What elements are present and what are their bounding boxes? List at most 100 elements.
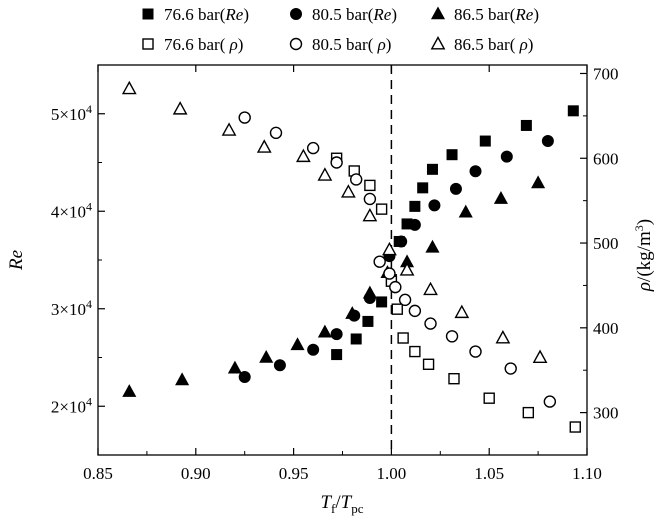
data-points (121, 80, 581, 433)
data-point (500, 150, 513, 163)
legend-marker (290, 8, 302, 20)
y-left-tick-label: 5×104 (51, 102, 92, 124)
data-point (221, 122, 237, 136)
data-point (122, 384, 137, 397)
legend-marker (430, 6, 446, 20)
y-left-axis-title: Re (6, 250, 27, 271)
series-1 (238, 135, 554, 383)
y-right-tick-label: 500 (593, 234, 619, 253)
data-point (330, 328, 343, 341)
legend-marker (142, 8, 154, 20)
x-tick-label: 1.00 (377, 464, 407, 483)
data-point (504, 362, 517, 375)
data-point (398, 293, 412, 307)
y-left-tick-label: 4×104 (51, 199, 92, 221)
plot-frame (97, 64, 588, 456)
data-point (340, 184, 356, 198)
legend-marker (142, 38, 154, 50)
x-tick-label: 1.10 (572, 464, 602, 483)
data-point (520, 119, 532, 131)
data-point (483, 392, 495, 404)
data-point (273, 359, 286, 372)
legend-label: 80.5 bar(Re) (312, 5, 397, 24)
data-point (532, 349, 548, 363)
data-point (458, 204, 473, 218)
data-point (362, 285, 377, 299)
data-point (345, 306, 360, 319)
legend-label: 80.5 bar( ρ) (312, 35, 391, 54)
data-point (479, 135, 491, 147)
data-point (531, 175, 546, 189)
data-point (172, 101, 188, 115)
data-point (376, 296, 388, 308)
y-left-tick-label: 2×104 (51, 394, 92, 416)
data-point (375, 203, 388, 215)
data-point (362, 207, 378, 222)
data-point (423, 281, 438, 296)
data-point (454, 304, 470, 319)
data-point (259, 349, 274, 363)
data-point (424, 317, 437, 330)
data-point (175, 372, 190, 386)
x-tick-label: 0.85 (83, 464, 113, 483)
legend: 76.6 bar(Re) 80.5 bar(Re) 86.5 bar(Re) 76.6… (142, 5, 539, 54)
data-point (238, 371, 251, 383)
data-point (469, 345, 482, 358)
data-point (362, 315, 374, 327)
data-point (446, 149, 458, 161)
legend-marker (289, 37, 303, 51)
data-point (389, 280, 402, 294)
series-4 (238, 111, 557, 408)
data-point (295, 148, 311, 163)
legend-label: 76.6 bar(Re) (164, 5, 249, 24)
data-point (363, 192, 377, 206)
y-right-tick-label: 400 (593, 319, 619, 338)
data-point (269, 126, 283, 140)
data-point (383, 267, 396, 280)
x-tick-label: 1.05 (474, 464, 504, 483)
data-point (469, 165, 482, 178)
data-point (417, 182, 429, 194)
y-right-tick-label: 600 (593, 149, 619, 168)
data-point (493, 191, 508, 204)
data-point (522, 406, 535, 419)
data-point (397, 332, 409, 344)
data-point (317, 167, 333, 181)
x-axis: 0.85 0.90 0.95 1.00 1.05 1.10 (83, 65, 602, 483)
data-point (425, 239, 440, 253)
data-point (399, 262, 415, 276)
y-axis-left: 2×104 3×104 4×104 5×104 (51, 102, 105, 416)
x-tick-label: 0.95 (279, 464, 309, 483)
data-point (426, 163, 438, 175)
data-point (428, 199, 441, 212)
data-point (331, 349, 343, 361)
data-point (569, 421, 581, 433)
data-point (448, 372, 460, 385)
data-point (422, 358, 435, 370)
data-point (391, 303, 403, 315)
data-point (349, 173, 363, 186)
data-point (364, 179, 376, 192)
data-point (350, 333, 362, 345)
data-point (409, 200, 421, 212)
data-point (330, 156, 343, 169)
y-left-tick-label: 3×104 (51, 297, 92, 319)
data-point (317, 324, 332, 338)
data-point (306, 141, 320, 155)
legend-marker (430, 36, 446, 50)
series-0 (331, 105, 579, 361)
data-point (495, 330, 511, 344)
data-point (409, 345, 421, 358)
x-tick-label: 0.90 (181, 464, 211, 483)
data-point (238, 111, 251, 124)
series-5 (121, 80, 548, 363)
data-point (449, 182, 462, 195)
data-point (543, 395, 557, 408)
y-axis-right: 300 400 500 600 700 (580, 64, 619, 423)
legend-label: 86.5 bar(Re) (454, 5, 539, 24)
data-point (395, 235, 408, 248)
data-point (408, 218, 421, 231)
y-right-axis-title: ρ/(kg/m3) (632, 219, 655, 292)
data-point (408, 304, 422, 318)
data-point (567, 105, 579, 117)
